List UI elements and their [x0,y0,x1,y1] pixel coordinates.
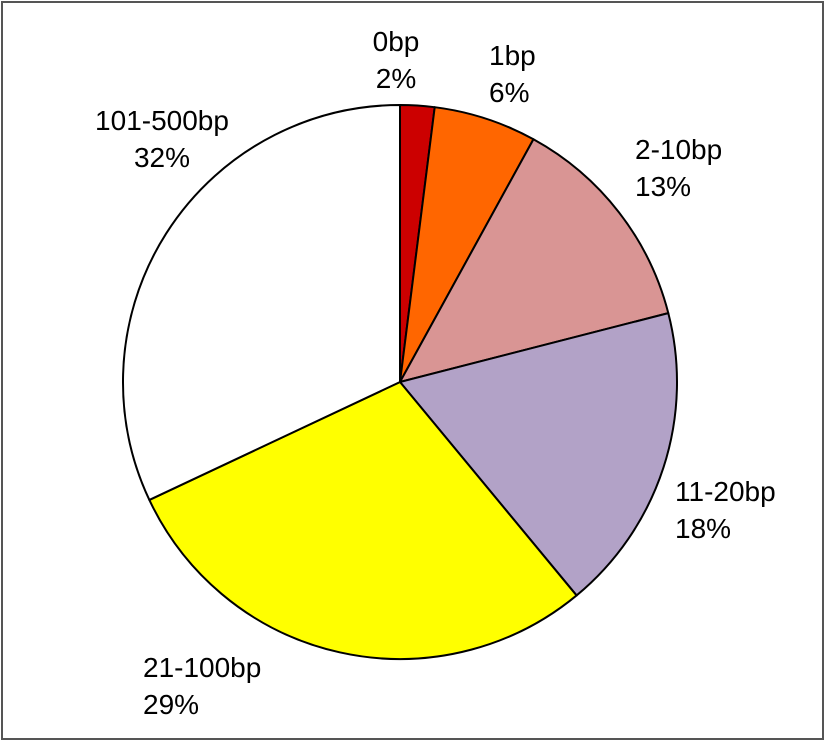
pie-slice-21-100bp [148,381,578,661]
slice-percent-101-500bp: 32% [134,142,190,173]
slice-label-21-100bp: 21-100bp [143,652,261,683]
slice-percent-1bp: 6% [489,77,529,108]
slice-percent-21-100bp: 29% [143,689,199,720]
slice-percent-0bp: 2% [376,63,416,94]
slice-percent-11-20bp: 18% [675,513,731,544]
slice-label-11-20bp: 11-20bp [675,476,776,507]
slice-percent-2-10bp: 13% [635,171,691,202]
slice-label-2-10bp: 2-10bp [635,134,722,165]
pie-slices [121,103,678,661]
pie-slice-2-10bp [399,138,670,383]
pie-slice-101-500bp [121,104,401,501]
slice-label-0bp: 0bp [373,26,420,57]
pie-chart: 0bp 2% 1bp 6% 2-10bp 13% 11-20bp 18% 21-100bp 29%… [95,26,776,720]
pie-slice-11-20bp [399,312,678,597]
slice-label-1bp: 1bp [489,40,536,71]
slice-label-101-500bp: 101-500bp [95,105,229,136]
pie-labels: 0bp 2% 1bp 6% 2-10bp 13% 11-20bp 18% 21-100bp 29%… [95,26,776,720]
